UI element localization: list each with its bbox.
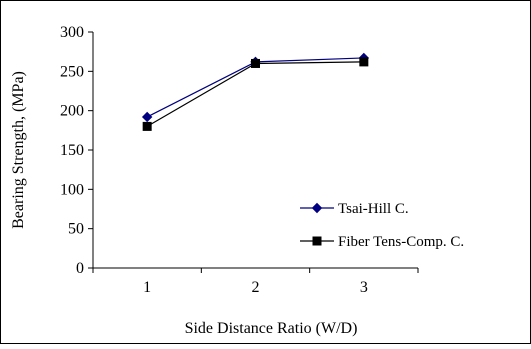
y-tick-label: 250 bbox=[60, 63, 84, 80]
legend-marker bbox=[312, 236, 322, 246]
data-point bbox=[359, 57, 369, 67]
series-2 bbox=[142, 57, 369, 131]
legend-entry-1: Tsai-Hill C. bbox=[300, 201, 409, 217]
y-tick-label: 100 bbox=[60, 181, 84, 198]
legend-label: Fiber Tens-Comp. C. bbox=[338, 234, 464, 250]
legend-marker bbox=[311, 202, 323, 214]
x-axis-label: Side Distance Ratio (W/D) bbox=[185, 320, 358, 337]
data-point bbox=[141, 111, 153, 123]
y-tick-label: 0 bbox=[76, 260, 84, 277]
legend-entry-2: Fiber Tens-Comp. C. bbox=[300, 234, 464, 250]
y-axis-label: Bearing Strength, (MPa) bbox=[10, 71, 27, 229]
x-tick-label: 2 bbox=[252, 279, 260, 296]
data-point bbox=[251, 58, 260, 68]
legend: Tsai-Hill C. Fiber Tens-Comp. C. bbox=[300, 201, 464, 250]
y-tick-label: 150 bbox=[60, 142, 84, 159]
y-axis: 0 50 100 150 200 250 300 bbox=[60, 24, 94, 277]
x-tick-label: 1 bbox=[143, 279, 151, 296]
series-group bbox=[141, 52, 370, 131]
legend-label: Tsai-Hill C. bbox=[338, 201, 409, 217]
x-tick-label: 3 bbox=[360, 279, 368, 296]
data-point bbox=[142, 121, 152, 131]
y-tick-label: 200 bbox=[60, 103, 84, 120]
y-tick-label: 50 bbox=[68, 221, 84, 238]
y-tick-label: 300 bbox=[60, 24, 84, 41]
x-axis: 1 2 3 bbox=[92, 267, 419, 296]
